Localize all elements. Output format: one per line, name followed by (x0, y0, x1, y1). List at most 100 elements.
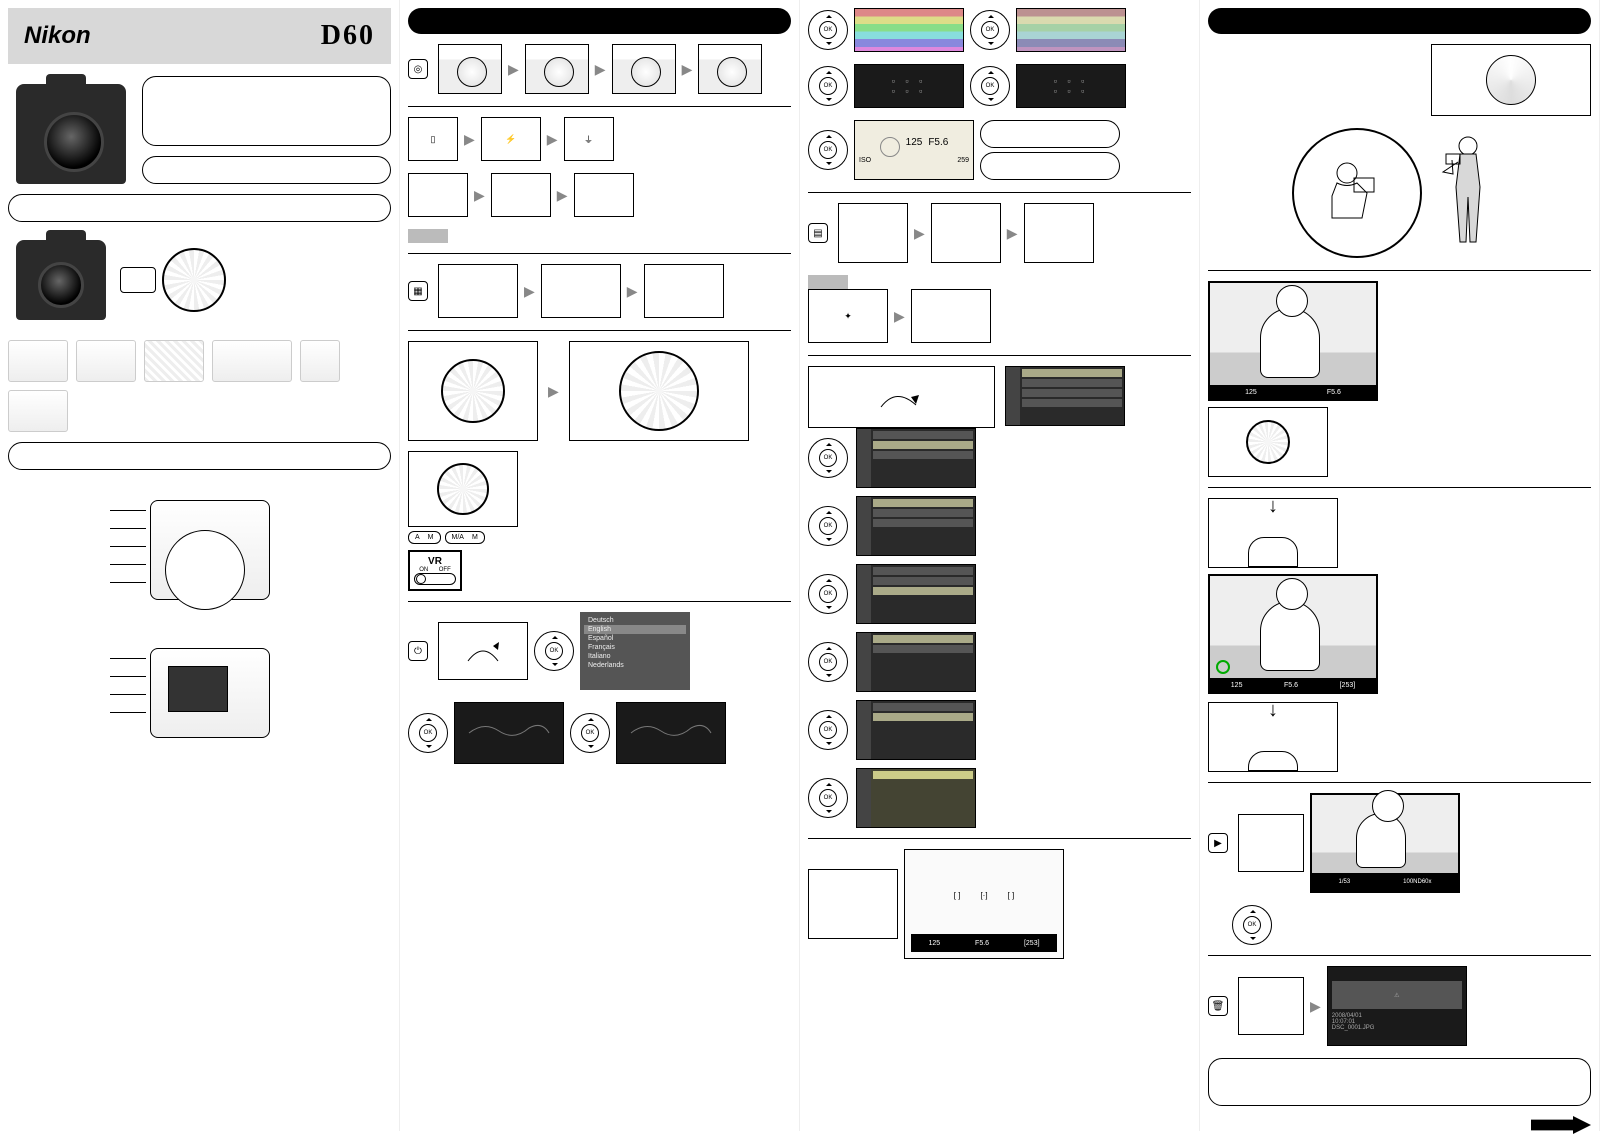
ok-button[interactable]: OK (819, 585, 837, 603)
arrow-icon: ▶ (1310, 998, 1321, 1015)
body-cap (162, 248, 226, 312)
trash-icon: 🗑 (1208, 996, 1228, 1016)
dial-step-2 (541, 264, 621, 318)
ok-button[interactable]: OK (981, 77, 999, 95)
card-slot-row: ▤ ▶ ▶ (808, 203, 1191, 263)
vf-scene-focus: 125 F5.6 [253] (1208, 574, 1378, 694)
eyepiece-cap (120, 267, 156, 293)
ok-button[interactable]: OK (819, 21, 837, 39)
battery-out: ▯ (408, 117, 458, 161)
ok-button[interactable]: OK (419, 724, 437, 742)
lang-fr: Français (584, 643, 686, 652)
ok-button[interactable]: OK (1243, 916, 1261, 934)
timezone-map-2 (616, 702, 726, 764)
card-insert (931, 203, 1001, 263)
battery-insert (491, 173, 551, 217)
framing-examples: 125 F5.6 (1208, 281, 1591, 477)
ok-pad: OK (970, 66, 1010, 106)
ok-pad: OK (534, 631, 574, 671)
column-1: Nikon D60 (0, 0, 400, 1131)
menu-screen (856, 564, 976, 624)
arrow-icon: ▶ (595, 61, 606, 78)
lens-attach-after (569, 341, 749, 441)
vf-aperture: F5.6 (1327, 389, 1341, 396)
playback-icon: ▶ (1208, 833, 1228, 853)
parts-front (110, 480, 290, 620)
info-note-1 (980, 120, 1120, 148)
vr-switch (414, 573, 456, 585)
arrow-icon: ▶ (548, 383, 559, 400)
parts-back (110, 628, 290, 748)
af-points-1: ▫ ▫ ▫▫ ▫ ▫ (854, 64, 964, 108)
pb-file: DSC_0001.JPG (1332, 1025, 1375, 1031)
monitor-display-row-1: OK OK (808, 8, 1191, 52)
arrow-icon: ▶ (524, 283, 535, 300)
card-icon: ▤ (808, 223, 828, 243)
vf-camera (808, 869, 898, 939)
ok-button[interactable]: OK (981, 21, 999, 39)
ok-pad: OK (808, 574, 848, 614)
ok-pad: OK (808, 710, 848, 750)
menu-ops-grid (808, 366, 1191, 428)
hold-camera-circle (1292, 128, 1422, 258)
column-2: ◎ ▶ ▶ ▶ ▯ ▶ ⚡ ▶ ⏚ ▶ ▶ ▦ ▶ ▶ ▶ (400, 0, 800, 1131)
color-bars-1 (854, 8, 964, 52)
playback-image: 1/53 100ND60x (1310, 793, 1460, 893)
lens-detail-row: AM M/AM VR ON OFF (408, 451, 791, 591)
ok-pad: OK (808, 10, 848, 50)
ok-pad: OK (408, 713, 448, 753)
lang-en: English (584, 625, 686, 634)
ok-button[interactable]: OK (819, 517, 837, 535)
half-press (1208, 498, 1338, 568)
ok-pad: OK (808, 778, 848, 818)
mode-dial-row (1208, 44, 1591, 116)
mode-ma: M/A (452, 534, 464, 541)
column-4: 125 F5.6 125 F5.6 [253] ▶ (1200, 0, 1600, 1131)
ok-button[interactable]: OK (819, 449, 837, 467)
arrow-icon: ▶ (547, 131, 558, 148)
vf-count: [253] (1024, 940, 1040, 947)
title-header: Nikon D60 (8, 8, 391, 64)
photographer-standing (1428, 132, 1508, 254)
arrow-icon: ▶ (682, 61, 693, 78)
vr-switch-box: VR ON OFF (408, 550, 462, 591)
monitor-display-row-2: OK ▫ ▫ ▫▫ ▫ ▫ OK ▫ ▫ ▫▫ ▫ ▫ (808, 64, 1191, 108)
mode-a: A (415, 534, 420, 541)
power-on-row: ⏻ OK Deutsch English Español Français It… (408, 612, 791, 690)
battery-charge-row: ▯ ▶ ⚡ ▶ ⏚ (408, 117, 791, 161)
strap-step-4 (698, 44, 762, 94)
camera-angle (1208, 407, 1328, 477)
card-open (838, 203, 908, 263)
menu-nav-row-2: OK OK (808, 564, 1191, 692)
arrow-icon: ▶ (627, 283, 638, 300)
vf-aperture: F5.6 (975, 940, 989, 947)
vf-shutter: 125 (928, 940, 940, 947)
ok-button[interactable]: OK (819, 141, 837, 159)
ok-button[interactable]: OK (819, 789, 837, 807)
ok-button[interactable]: OK (581, 724, 599, 742)
ok-button[interactable]: OK (545, 642, 563, 660)
vf-aperture: F5.6 (1284, 682, 1298, 689)
color-bars-2 (1016, 8, 1126, 52)
playback-button-press (1238, 814, 1304, 872)
timezone-map-1 (454, 702, 564, 764)
hold-camera-row (1208, 128, 1591, 258)
mode-m: M (428, 534, 434, 541)
vf-count: [253] (1340, 682, 1356, 689)
viewfinder-display: [ ] [·] [ ] 125 F5.6 [253] (904, 849, 1064, 959)
battery-acc (8, 340, 68, 382)
ok-button[interactable]: OK (819, 77, 837, 95)
arrow-icon: ▶ (557, 187, 568, 204)
power-switch (438, 622, 528, 680)
dial-step-3 (644, 264, 724, 318)
step-icon: ⏻ (408, 641, 428, 661)
battery-close (574, 173, 634, 217)
vf-shutter: 125 (1231, 682, 1243, 689)
note-box (808, 275, 848, 289)
lens-small (38, 262, 84, 308)
ok-button[interactable]: OK (819, 721, 837, 739)
menu-screen (856, 632, 976, 692)
ok-button[interactable]: OK (819, 653, 837, 671)
step-icon: ▦ (408, 281, 428, 301)
section-pill-2 (8, 442, 391, 470)
